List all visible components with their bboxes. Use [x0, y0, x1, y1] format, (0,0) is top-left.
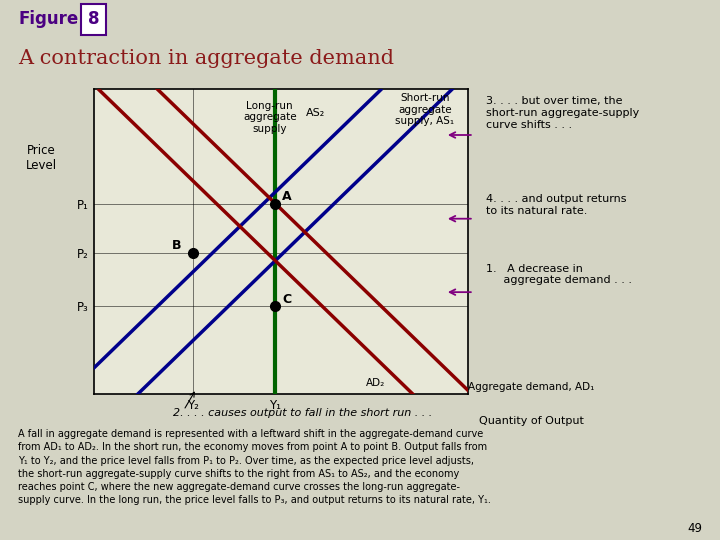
Text: Price
Level: Price Level [26, 144, 57, 172]
Text: Figure: Figure [18, 10, 78, 29]
Text: B: B [172, 239, 181, 252]
Text: C: C [282, 293, 291, 306]
Text: Aggregate demand, AD₁: Aggregate demand, AD₁ [468, 382, 595, 392]
Text: Short-run
aggregate
supply, AS₁: Short-run aggregate supply, AS₁ [395, 93, 454, 126]
Text: 49: 49 [687, 522, 702, 535]
Text: AD₂: AD₂ [366, 378, 385, 388]
Text: 2. . . . causes output to fall in the short run . . .: 2. . . . causes output to fall in the sh… [173, 408, 432, 418]
Text: AS₂: AS₂ [306, 108, 325, 118]
Text: 3. . . . but over time, the
short-run aggregate-supply
curve shifts . . .: 3. . . . but over time, the short-run ag… [486, 97, 639, 130]
Text: 1.   A decrease in
     aggregate demand . . .: 1. A decrease in aggregate demand . . . [486, 264, 632, 285]
Text: A fall in aggregate demand is represented with a leftward shift in the aggregate: A fall in aggregate demand is represente… [18, 429, 491, 505]
Text: Long-run
aggregate
supply: Long-run aggregate supply [243, 100, 297, 134]
Text: 4. . . . and output returns
to its natural rate.: 4. . . . and output returns to its natur… [486, 194, 626, 215]
Text: Quantity of Output: Quantity of Output [480, 416, 584, 426]
Text: A contraction in aggregate demand: A contraction in aggregate demand [18, 49, 394, 68]
Text: A: A [282, 190, 292, 202]
Text: 8: 8 [88, 10, 99, 29]
